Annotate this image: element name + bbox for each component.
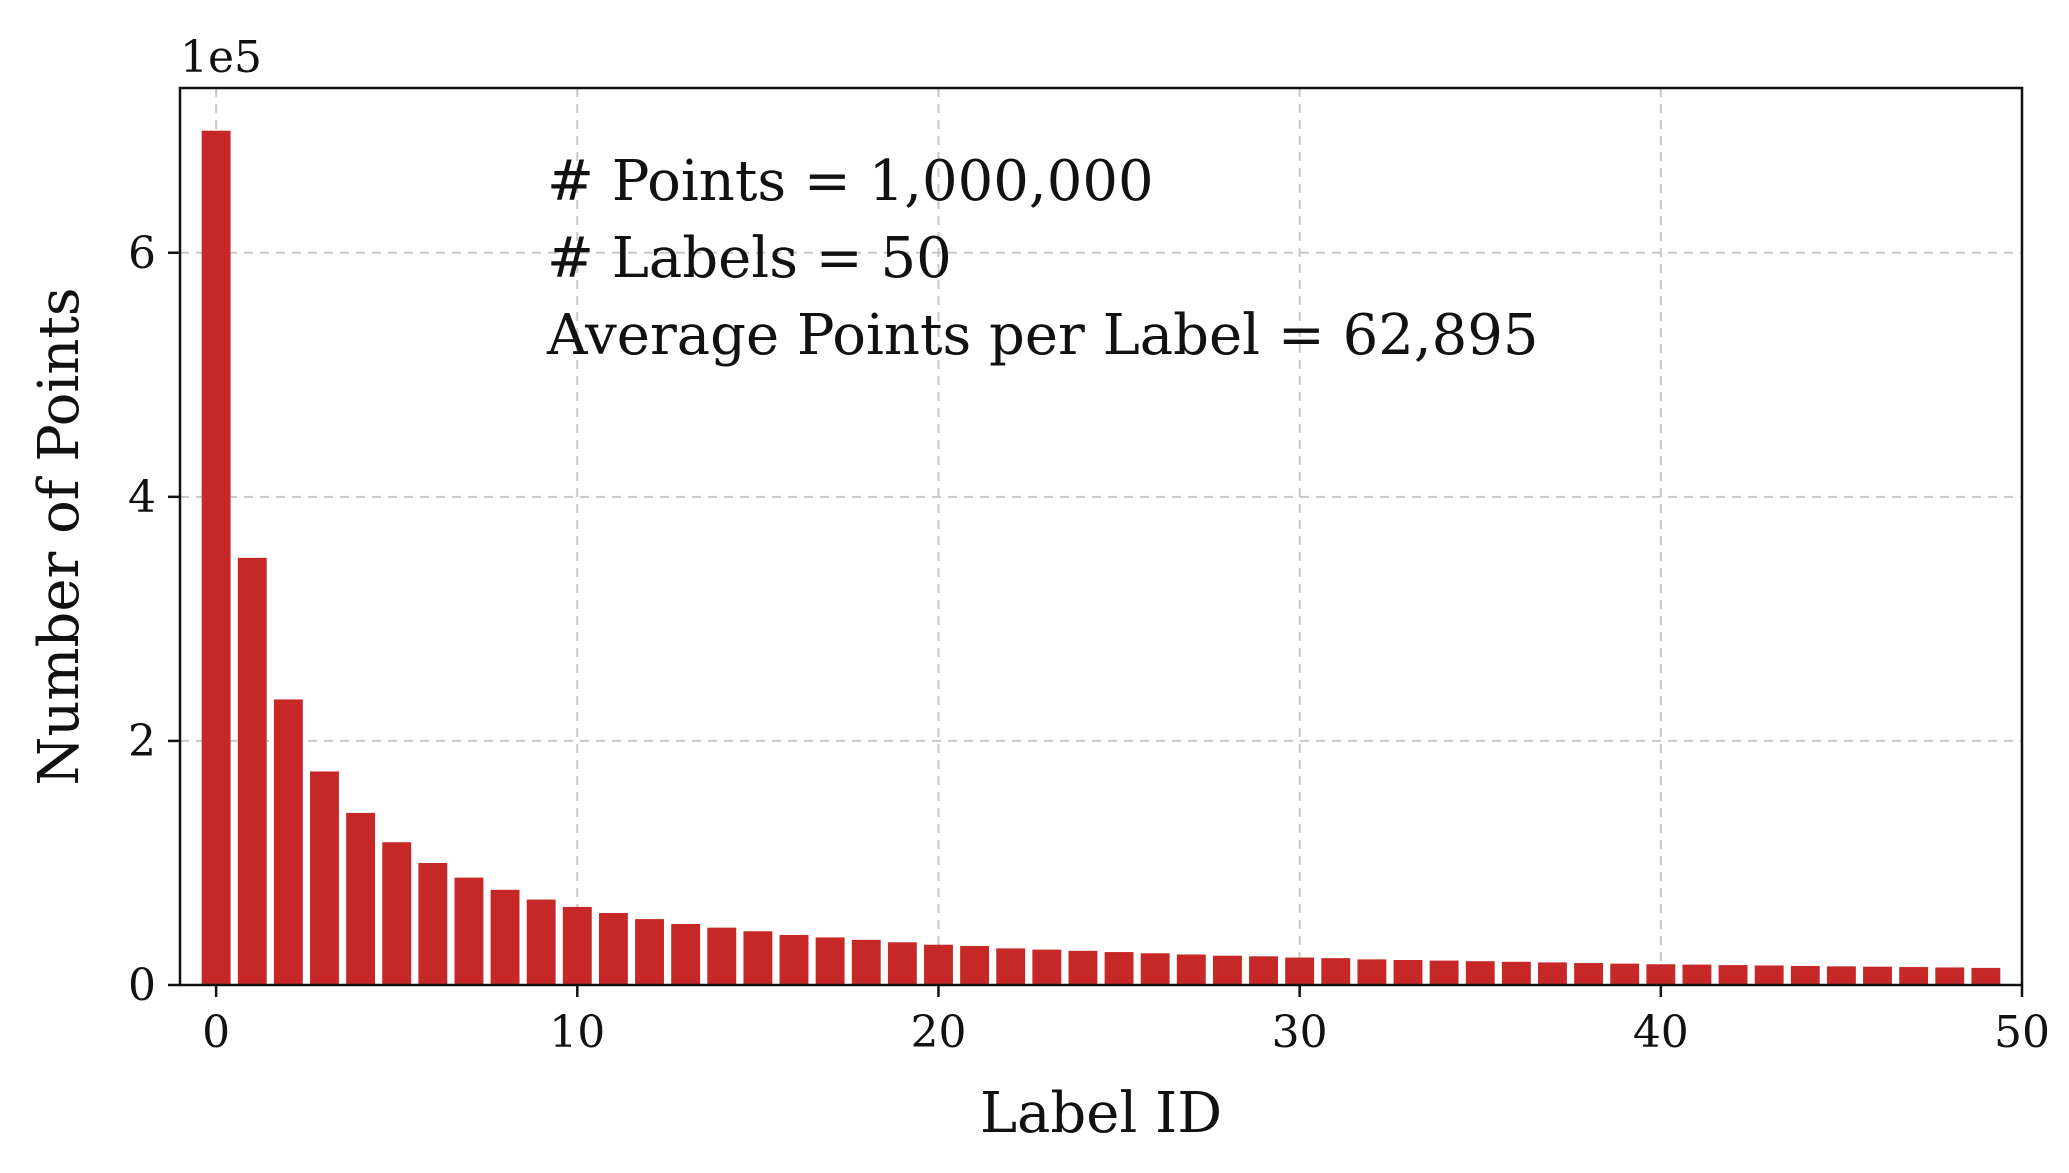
bar: [454, 877, 484, 985]
bar: [1718, 965, 1748, 985]
bar: [1429, 960, 1459, 985]
bars: [201, 130, 2001, 985]
bar: [526, 899, 556, 985]
bar: [1574, 963, 1604, 985]
bar: [1935, 967, 1965, 985]
bar: [1899, 967, 1929, 985]
bar: [1971, 967, 2001, 985]
plot-frame: [178, 86, 2024, 987]
bar: [887, 942, 917, 985]
x-axis-title: Label ID: [980, 1081, 1222, 1146]
bar: [346, 812, 376, 985]
bar: [815, 937, 845, 985]
annotation-average-points: Average Points per Label = 62,895: [546, 303, 1539, 368]
bar: [743, 931, 773, 985]
bar: [1068, 950, 1098, 985]
axis-ticks: [168, 251, 2024, 997]
bar: [1538, 962, 1567, 985]
x-tick-label: 50: [1994, 1007, 2050, 1058]
bar: [1321, 958, 1351, 985]
bar: [707, 927, 737, 985]
tick-labels: 0 10 20 30 40 50 0 2 4 6: [128, 228, 2050, 1058]
bar: [635, 919, 664, 985]
bar: [273, 699, 303, 985]
bar: [201, 130, 231, 985]
x-tick-label: 10: [549, 1007, 605, 1058]
bar: [1682, 964, 1712, 985]
bar: [851, 939, 881, 985]
bar: [1393, 959, 1423, 985]
y-tick-label: 0: [128, 960, 156, 1011]
bar: [924, 944, 953, 985]
x-tick-label: 40: [1633, 1007, 1689, 1058]
bar: [1826, 966, 1856, 985]
bar: [996, 948, 1026, 985]
x-tick-label: 30: [1272, 1007, 1328, 1058]
y-offset-label: 1e5: [180, 32, 262, 83]
bar: [310, 771, 339, 985]
y-tick-label: 2: [128, 716, 156, 767]
bar: [1140, 953, 1170, 985]
bar: [1249, 956, 1278, 985]
bar: [1863, 966, 1892, 985]
bar: [1032, 949, 1062, 985]
x-tick-label: 0: [202, 1007, 230, 1058]
bar: [1646, 964, 1676, 985]
bar: [1176, 954, 1206, 985]
bar: [1501, 961, 1531, 985]
bar: [1357, 959, 1387, 985]
annotation-label-count: # Labels = 50: [547, 226, 952, 291]
bar: [418, 862, 448, 985]
y-tick-label: 4: [128, 472, 156, 523]
bar: [1465, 961, 1495, 985]
bar: [960, 945, 990, 985]
bar: [382, 842, 412, 985]
bar: [1754, 965, 1784, 985]
bar: [490, 889, 520, 985]
bar: [1212, 955, 1242, 985]
bar: [237, 557, 267, 985]
bar: [1610, 963, 1640, 985]
x-tick-label: 20: [910, 1007, 966, 1058]
bar: [1790, 965, 1820, 985]
bar: [671, 923, 701, 985]
bar: [562, 906, 592, 985]
y-axis-title: Number of Points: [27, 287, 92, 785]
y-tick-label: 6: [128, 228, 156, 279]
bar: [598, 912, 628, 985]
bar: [1104, 952, 1134, 985]
bar: [1285, 957, 1315, 985]
bar: [779, 934, 809, 985]
annotation-points-total: # Points = 1,000,000: [547, 149, 1154, 214]
